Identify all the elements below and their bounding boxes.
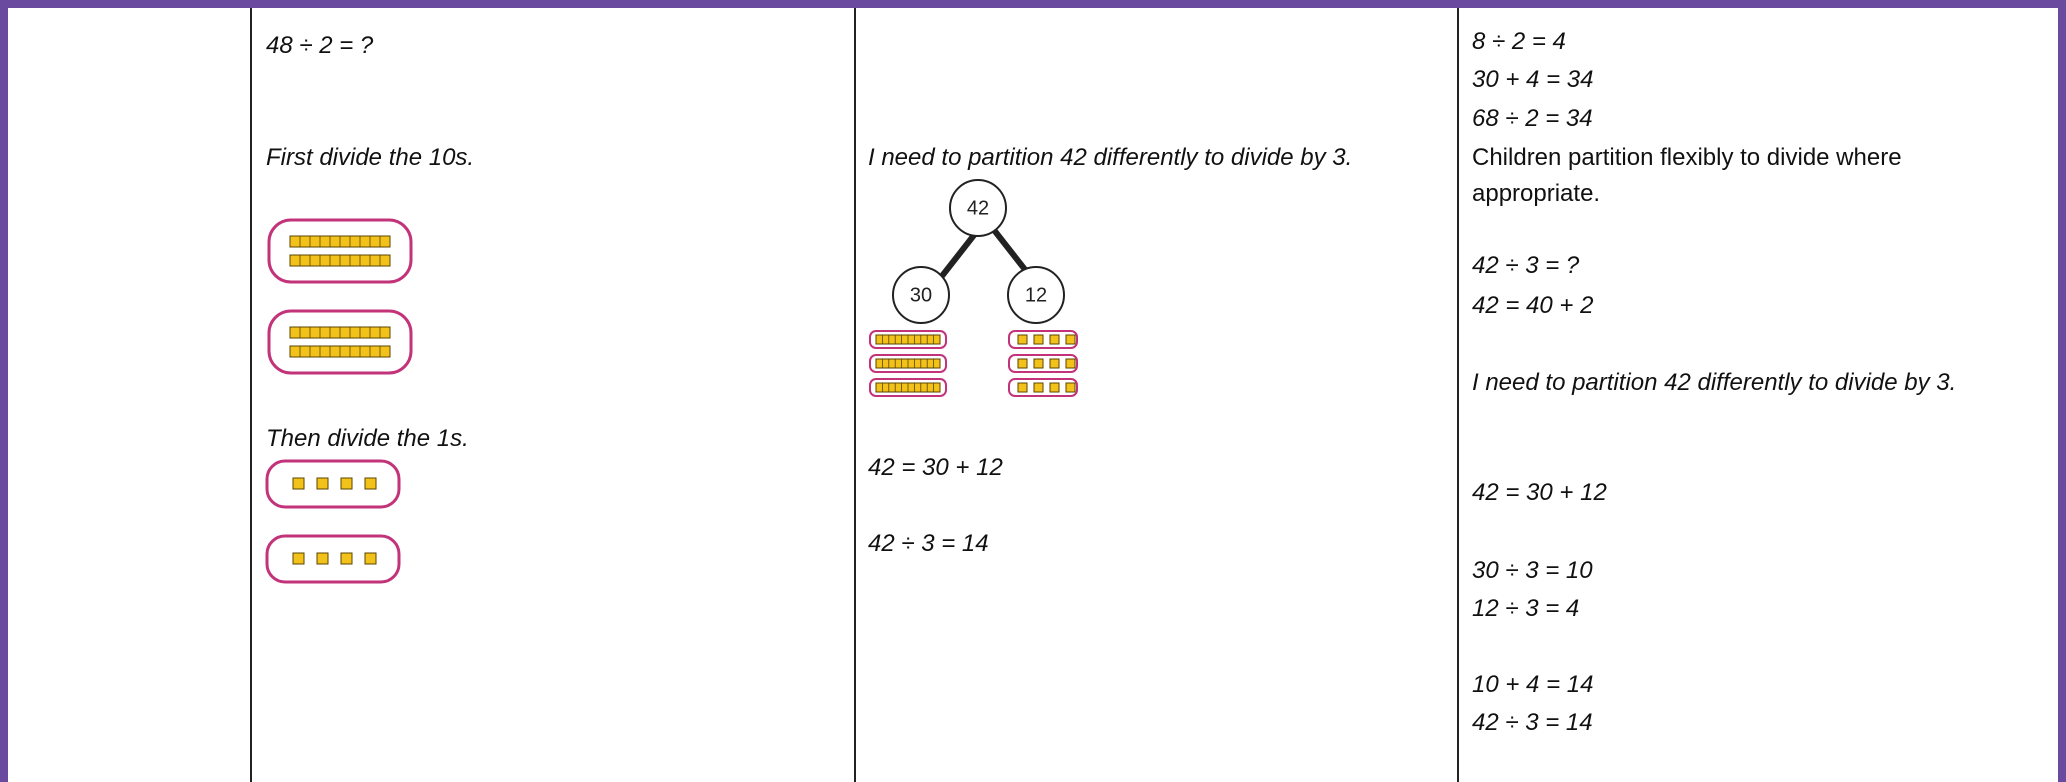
equation: 8 ÷ 2 = 4	[1472, 28, 1566, 55]
step-text: First divide the 10s.	[266, 144, 475, 171]
one-cube	[1017, 358, 1028, 369]
note: I need to partition 42 differently to di…	[868, 144, 1353, 171]
group-box	[265, 459, 401, 509]
question: 48 ÷ 2 = ?	[266, 32, 374, 59]
equation: 42 ÷ 3 = 14	[1472, 709, 1593, 736]
one-cube	[1049, 334, 1060, 345]
one-cube	[340, 477, 353, 490]
equation: 30 ÷ 3 = 10	[1472, 557, 1593, 584]
equation: 42 = 40 + 2	[1472, 292, 1594, 319]
equation: 12 ÷ 3 = 4	[1472, 595, 1580, 622]
one-cube	[1033, 334, 1044, 345]
part-label: 12	[1025, 284, 1047, 306]
group-box	[267, 309, 413, 375]
one-cube	[1049, 382, 1060, 393]
one-cube	[1049, 358, 1060, 369]
note: Children partition flexibly to divide wh…	[1472, 144, 1902, 207]
note: I need to partition 42 differently to di…	[1472, 369, 1957, 396]
one-cube	[316, 477, 329, 490]
one-cube	[1065, 334, 1076, 345]
column-divider	[854, 8, 856, 782]
equation: 42 ÷ 3 = 14	[868, 530, 989, 557]
group-box	[267, 218, 413, 284]
one-cube	[364, 477, 377, 490]
one-cube	[1017, 334, 1028, 345]
column-divider	[250, 8, 252, 782]
one-cube	[1065, 382, 1076, 393]
one-cube	[292, 477, 305, 490]
column-divider	[1457, 8, 1459, 782]
part-circle	[892, 266, 950, 324]
equation: 10 + 4 = 14	[1472, 671, 1594, 698]
tree-branch	[991, 228, 1033, 278]
equation: 42 = 30 + 12	[1472, 479, 1607, 506]
whole-label: 42	[967, 197, 989, 219]
equation: 68 ÷ 2 = 34	[1472, 105, 1593, 132]
group-box	[265, 534, 401, 584]
illustrations: 42 30 12	[265, 179, 1078, 584]
one-cube	[1065, 358, 1076, 369]
one-cube	[292, 552, 305, 565]
whole-circle	[949, 179, 1007, 237]
step-text: Then divide the 1s.	[266, 425, 469, 452]
one-cube	[364, 552, 377, 565]
equation: 30 + 4 = 34	[1472, 66, 1594, 93]
one-cube	[316, 552, 329, 565]
one-cube	[340, 552, 353, 565]
one-cube	[1017, 382, 1028, 393]
part-circle	[1007, 266, 1065, 324]
one-cube	[1033, 382, 1044, 393]
equation: 42 = 30 + 12	[868, 454, 1003, 481]
equation: 42 ÷ 3 = ?	[1472, 252, 1580, 279]
one-cube	[1033, 358, 1044, 369]
tree-branch	[939, 228, 981, 278]
part-label: 30	[910, 284, 932, 306]
